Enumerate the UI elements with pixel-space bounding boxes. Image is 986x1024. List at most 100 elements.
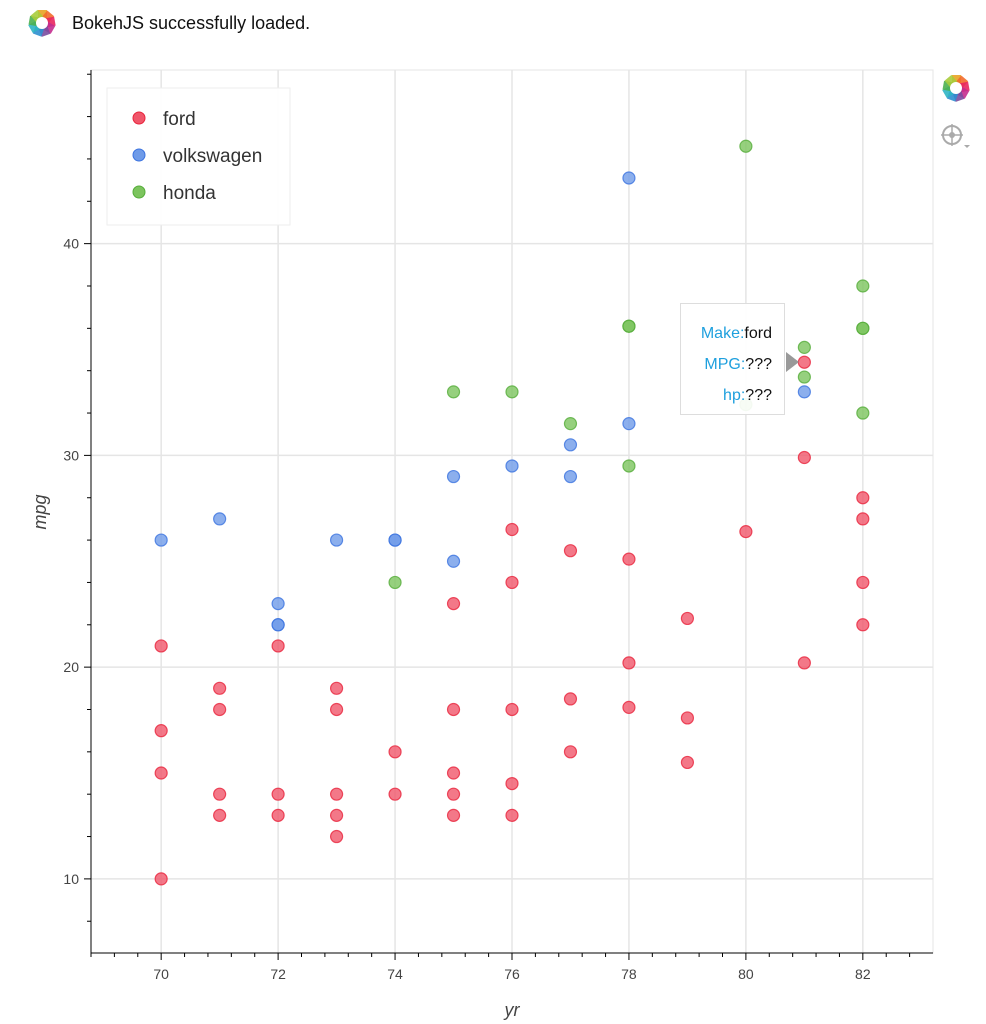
point-ford[interactable] [446, 766, 461, 780]
point-volkswagen[interactable] [505, 459, 519, 473]
point-ford[interactable] [329, 808, 344, 822]
point-volkswagen[interactable] [622, 417, 636, 431]
point-honda[interactable] [797, 340, 811, 354]
point-ford[interactable] [446, 597, 461, 611]
point-honda[interactable] [622, 319, 636, 333]
point-honda[interactable] [856, 279, 870, 293]
point-ford[interactable] [797, 656, 811, 670]
point-ford[interactable] [329, 829, 344, 844]
point-ford[interactable] [505, 776, 519, 791]
point-honda[interactable] [563, 417, 578, 431]
point-ford[interactable] [213, 808, 227, 822]
tooltip-value: ford [744, 325, 772, 342]
crosshair-hover-icon[interactable] [938, 121, 974, 157]
point-volkswagen[interactable] [446, 554, 461, 568]
tooltip-key: Make: [700, 325, 745, 342]
tooltip-pointer [786, 352, 799, 372]
point-volkswagen[interactable] [154, 533, 168, 547]
point-ford[interactable] [154, 766, 168, 780]
point-volkswagen[interactable] [797, 385, 811, 399]
x-axis-label: yr [503, 1000, 521, 1020]
x-tick-label: 72 [270, 966, 286, 982]
x-tick-label: 82 [855, 966, 871, 982]
tooltip-value: ??? [745, 387, 772, 404]
point-honda[interactable] [446, 385, 461, 399]
legend-marker-honda [132, 185, 146, 199]
point-volkswagen[interactable] [271, 618, 285, 632]
y-tick-label: 10 [63, 871, 79, 887]
point-volkswagen[interactable] [329, 533, 344, 547]
point-ford[interactable] [213, 702, 227, 717]
point-honda[interactable] [856, 406, 870, 420]
point-ford[interactable] [388, 787, 402, 801]
point-honda[interactable] [388, 575, 402, 590]
point-ford[interactable] [622, 656, 636, 670]
point-honda[interactable] [505, 385, 519, 399]
point-ford[interactable] [680, 611, 695, 626]
point-ford[interactable] [680, 755, 695, 770]
tooltip-value: ??? [745, 356, 772, 373]
point-volkswagen[interactable] [388, 533, 402, 547]
point-ford[interactable] [505, 702, 519, 717]
tooltip-row-hp: hp:??? [681, 380, 772, 411]
point-ford[interactable] [505, 575, 519, 590]
legend-label-ford: ford [163, 109, 196, 130]
y-axis-label: mpg [30, 494, 50, 529]
point-ford[interactable] [213, 787, 227, 801]
point-ford[interactable] [329, 702, 344, 717]
point-ford[interactable] [797, 450, 811, 465]
point-honda[interactable] [856, 321, 870, 335]
point-volkswagen[interactable] [213, 512, 227, 526]
point-ford[interactable] [622, 552, 636, 566]
point-ford[interactable] [446, 808, 461, 822]
tooltip-row-mpg: MPG:??? [681, 349, 772, 380]
point-ford[interactable] [213, 681, 227, 695]
hover-tooltip: Make:ford MPG:??? hp:??? [680, 303, 785, 415]
point-ford[interactable] [563, 692, 578, 706]
bokeh-logo-icon [28, 9, 56, 37]
point-ford[interactable] [154, 872, 168, 886]
point-volkswagen[interactable] [271, 597, 285, 611]
point-ford[interactable] [622, 700, 636, 714]
point-ford[interactable] [271, 787, 285, 801]
y-tick-label: 30 [63, 447, 79, 463]
point-ford[interactable] [505, 808, 519, 822]
y-tick-label: 20 [63, 659, 79, 675]
point-ford[interactable] [797, 355, 811, 369]
point-ford[interactable] [329, 681, 344, 695]
point-ford[interactable] [563, 745, 578, 759]
point-ford[interactable] [154, 639, 168, 653]
point-ford[interactable] [446, 702, 461, 717]
data-points [154, 139, 870, 886]
point-ford[interactable] [856, 491, 870, 505]
x-tick-label: 74 [387, 966, 403, 982]
point-volkswagen[interactable] [446, 469, 461, 484]
point-ford[interactable] [856, 575, 870, 590]
point-honda[interactable] [739, 139, 753, 153]
x-tick-label: 76 [504, 966, 520, 982]
point-ford[interactable] [739, 525, 753, 539]
point-ford[interactable] [856, 512, 870, 526]
point-honda[interactable] [622, 459, 636, 473]
point-ford[interactable] [680, 711, 695, 725]
point-volkswagen[interactable] [563, 469, 578, 484]
point-ford[interactable] [563, 544, 578, 558]
point-ford[interactable] [154, 724, 168, 738]
point-ford[interactable] [505, 522, 519, 537]
point-ford[interactable] [271, 808, 285, 822]
tooltip-key: MPG: [704, 356, 746, 373]
point-ford[interactable] [388, 745, 402, 759]
point-ford[interactable] [856, 618, 870, 632]
x-tick-label: 80 [738, 966, 754, 982]
point-ford[interactable] [446, 787, 461, 801]
status-banner: BokehJS successfully loaded. [26, 7, 310, 39]
bokeh-logo-icon[interactable] [938, 70, 974, 106]
legend-marker-volkswagen [132, 148, 146, 162]
x-tick-label: 70 [153, 966, 169, 982]
point-ford[interactable] [329, 787, 344, 801]
point-honda[interactable] [797, 370, 811, 384]
point-ford[interactable] [271, 639, 285, 653]
point-volkswagen[interactable] [563, 438, 578, 452]
point-volkswagen[interactable] [622, 171, 636, 185]
